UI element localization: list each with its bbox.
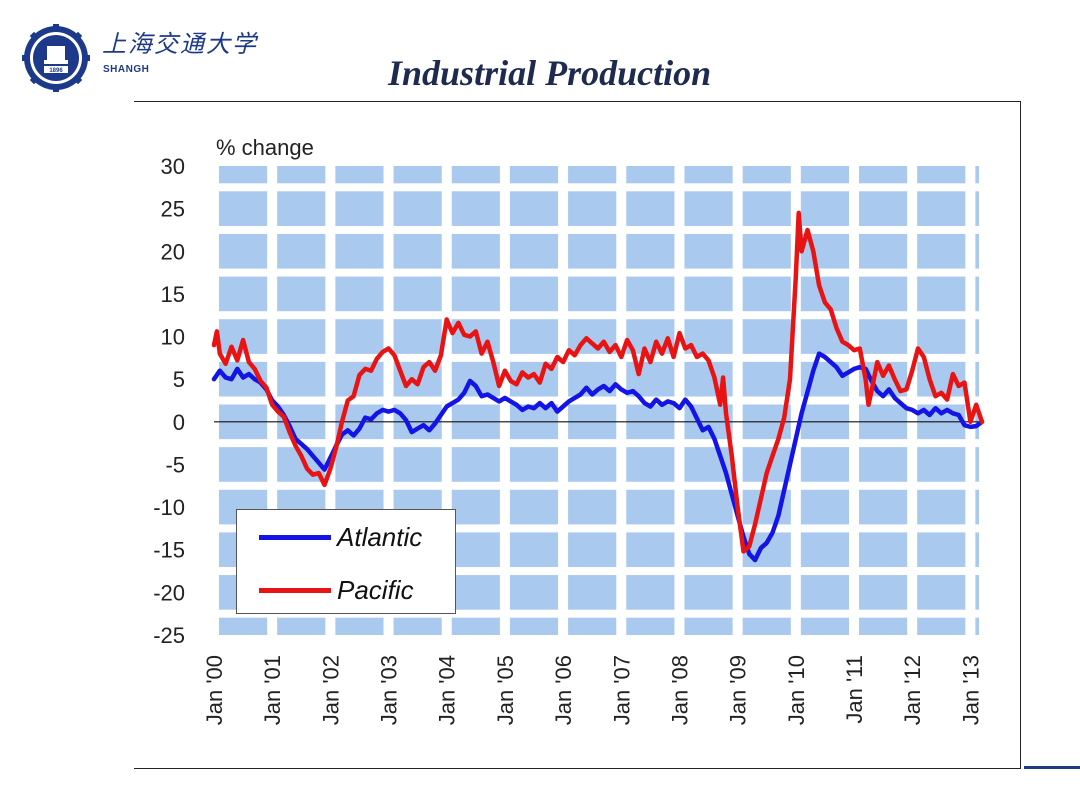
x-tick-label: Jan '11 [842, 655, 867, 724]
university-logo: 1896 [22, 24, 90, 92]
y-tick-label: 0 [173, 410, 185, 435]
plot-right-edge [979, 166, 982, 635]
x-tick-label: Jan '02 [318, 655, 343, 725]
y-axis-label: % change [216, 135, 314, 160]
grid-gap-horizontal [214, 183, 982, 192]
grid-gap-horizontal [214, 140, 982, 149]
y-tick-label: 25 [161, 197, 185, 222]
university-name-cn: 上海交通大学 [102, 30, 258, 58]
y-tick-label: -15 [153, 538, 185, 563]
legend-label-atlantic: Atlantic [337, 521, 423, 552]
legend-swatch-pacific [259, 587, 331, 593]
x-tick-label: Jan '04 [435, 655, 460, 725]
grid-gap-horizontal [214, 225, 982, 234]
x-tick-label: Jan '05 [493, 655, 518, 725]
university-name-en: SHANGH [103, 64, 150, 75]
legend-item-atlantic: Atlantic [237, 522, 422, 552]
grid-gap-horizontal [214, 481, 982, 490]
grid-gap-horizontal [214, 524, 982, 533]
series-line-atlantic [211, 351, 985, 563]
logo-year: 1896 [49, 68, 63, 74]
frame-right-line [1020, 101, 1021, 769]
chart-axes: 30 25 20 15 10 5 0 -5 -10 -15 -20 -25 Jan '00 Jan '01… [153, 154, 983, 725]
y-tick-label: 15 [161, 282, 185, 307]
y-tick-label: -20 [153, 580, 185, 605]
y-tick-label: 20 [161, 239, 185, 264]
y-tick-label: 5 [173, 367, 185, 392]
x-tick-label: Jan '13 [958, 655, 983, 725]
y-tick-label: 10 [161, 325, 185, 350]
y-tick-label: -25 [153, 623, 185, 648]
page-title: Industrial Production [388, 53, 712, 93]
chart-series [211, 210, 985, 563]
grid-gap-horizontal [214, 311, 982, 320]
accent-line [1024, 766, 1080, 769]
legend-item-pacific: Pacific [237, 575, 414, 605]
grid-gap-horizontal [214, 353, 982, 362]
grid-gap-horizontal [214, 609, 982, 618]
x-tick-label: Jan '03 [377, 655, 402, 725]
grid-gap-horizontal [214, 567, 982, 576]
x-tick-label: Jan '08 [667, 655, 692, 725]
legend-swatch-atlantic [259, 534, 331, 540]
y-tick-label: 30 [161, 154, 185, 179]
x-tick-label: Jan '07 [609, 655, 634, 725]
legend-label-pacific: Pacific [337, 574, 414, 605]
y-tick-label: -5 [165, 452, 185, 477]
x-tick-label: Jan '09 [726, 655, 751, 725]
x-tick-label: Jan '10 [784, 655, 809, 725]
grid-gap-horizontal [214, 268, 982, 277]
x-tick-label: Jan '01 [260, 655, 285, 725]
y-tick-label: -10 [153, 495, 185, 520]
grid-gap-horizontal [214, 439, 982, 448]
x-tick-label: Jan '00 [202, 655, 227, 725]
frame-top-line [134, 101, 1021, 102]
series-line-pacific [211, 210, 985, 554]
x-tick-label: Jan '12 [900, 655, 925, 725]
frame-bottom-line [134, 768, 1021, 769]
grid-gap-horizontal [214, 396, 982, 405]
x-tick-label: Jan '06 [551, 655, 576, 725]
university-seal-icon: 1896 [22, 24, 90, 92]
chart-legend: Atlantic Pacific [236, 509, 456, 614]
